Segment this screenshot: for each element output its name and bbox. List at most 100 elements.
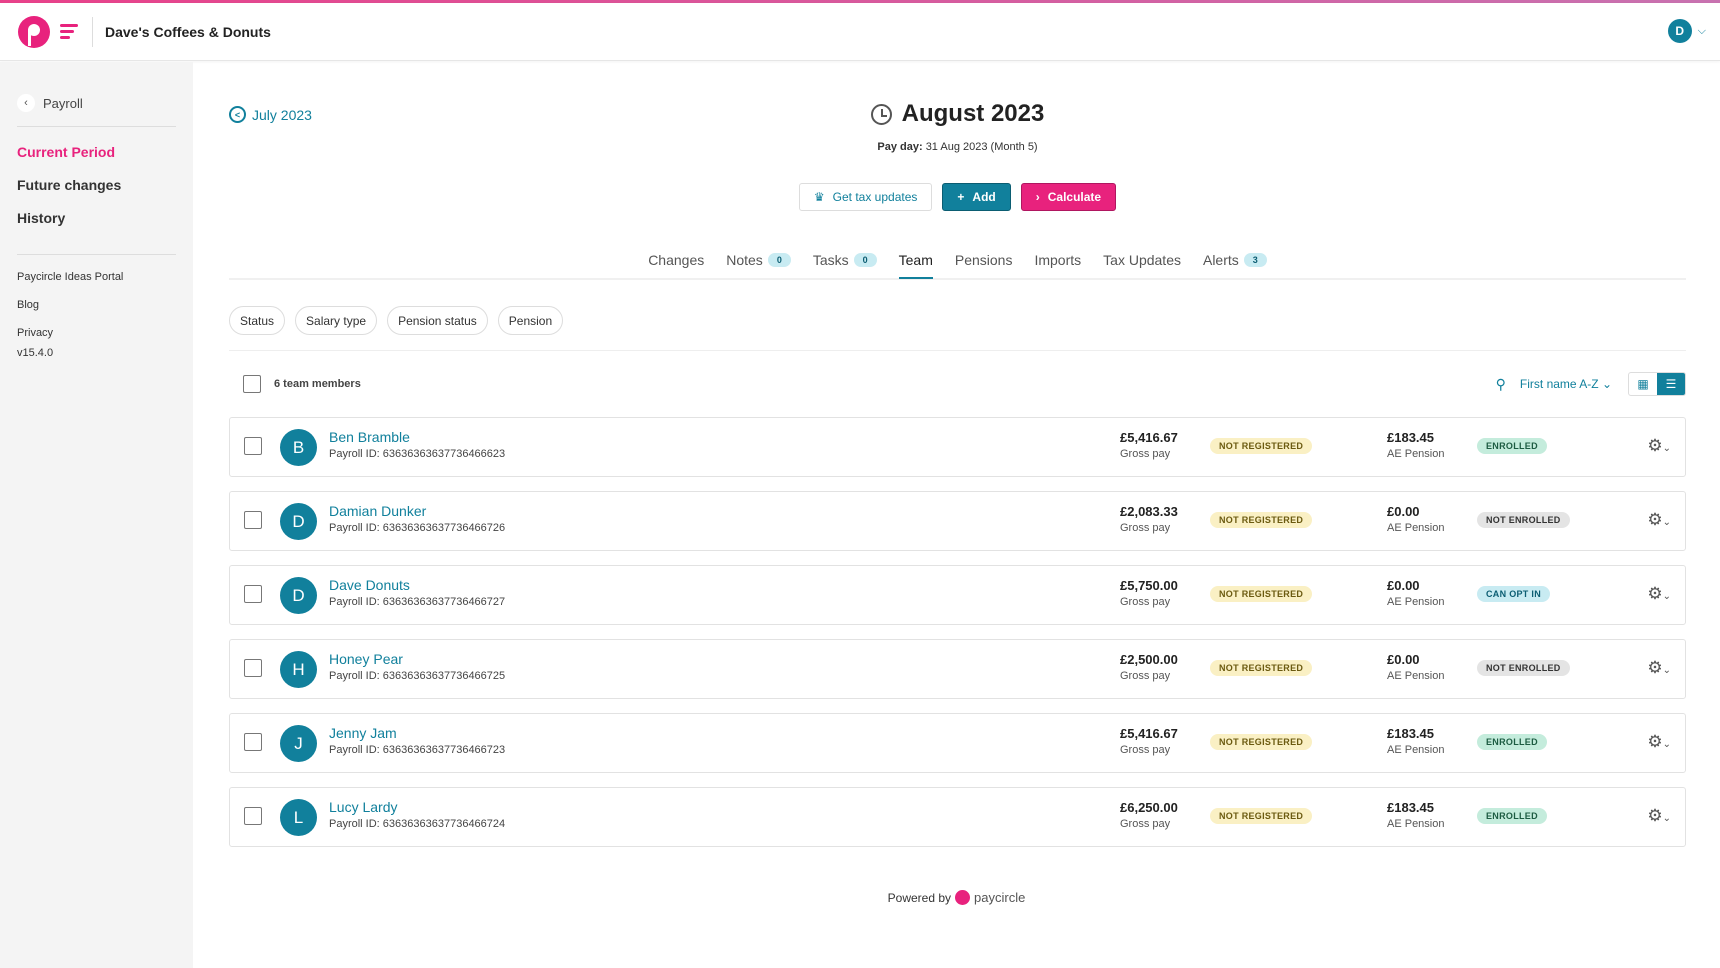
pension-status-badge: CAN OPT IN [1477,586,1551,602]
row-checkbox[interactable] [244,437,262,455]
get-tax-updates-label: Get tax updates [832,190,918,204]
plus-icon: + [957,190,965,204]
menu-icon[interactable] [60,24,78,39]
row-actions-menu[interactable]: ⚙⌄ [1647,436,1671,456]
avatar: D [280,503,317,540]
pay-day-value: 31 Aug 2023 (Month 5) [925,141,1038,153]
tab-tax-updates[interactable]: Tax Updates [1103,242,1181,278]
member-name-link[interactable]: Honey Pear [329,651,403,667]
row-checkbox[interactable] [244,733,262,751]
pension-label: AE Pension [1387,670,1445,682]
row-actions-menu[interactable]: ⚙⌄ [1647,510,1671,530]
member-name-link[interactable]: Dave Donuts [329,577,410,593]
pension-label: AE Pension [1387,596,1445,608]
tab-label: Team [898,252,933,268]
filter-salary-type[interactable]: Salary type [295,306,378,335]
user-menu[interactable]: D ⌵ [1667,19,1706,43]
payroll-id: Payroll ID: 63636363637736466727 [329,596,505,608]
tab-alerts[interactable]: Alerts 3 [1203,242,1267,278]
back-to-payroll[interactable]: ‹ Payroll [17,94,176,127]
filter-status[interactable]: Status [229,306,286,335]
gross-pay-label: Gross pay [1120,818,1171,830]
table-row: J Jenny Jam Payroll ID: 63636363637736466… [229,713,1686,773]
count-badge: 3 [1243,253,1267,267]
select-all-checkbox[interactable] [243,375,261,393]
chevron-down-icon: ⌄ [1662,739,1671,750]
payroll-id: Payroll ID: 63636363637736466623 [329,448,505,460]
gear-icon: ⚙ [1647,584,1663,603]
table-row: L Lucy Lardy Payroll ID: 6363636363773646… [229,787,1686,847]
payroll-id-value: 63636363637736466623 [382,448,506,460]
registration-status-badge: NOT REGISTERED [1210,808,1313,824]
powered-by: Powered by [887,890,952,905]
sort-dropdown[interactable]: First name A-Z ⌄ [1520,377,1612,391]
avatar: D [280,577,317,614]
divider [92,16,93,47]
pension-label: AE Pension [1387,522,1445,534]
divider [229,350,1686,351]
gross-pay-label: Gross pay [1120,744,1171,756]
row-checkbox[interactable] [244,511,262,529]
link-ideas-portal[interactable]: Paycircle Ideas Portal [17,271,124,283]
grid-view-icon[interactable]: ▦ [1637,377,1649,391]
sidebar-item-current-period[interactable]: Current Period [17,144,116,160]
tab-changes[interactable]: Changes [648,242,704,278]
brand-name: paycircle [974,890,1026,905]
member-name-link[interactable]: Lucy Lardy [329,799,398,815]
member-name-link[interactable]: Damian Dunker [329,503,427,519]
pension-status-badge: ENROLLED [1477,734,1547,750]
gross-pay-value: £5,416.67 [1120,726,1178,741]
search-icon[interactable]: ⚲ [1495,375,1506,392]
pension-label: AE Pension [1387,818,1445,830]
pension-value: £183.45 [1387,726,1434,741]
filter-pension-status[interactable]: Pension status [387,306,488,335]
previous-period-link[interactable]: < July 2023 [229,106,312,123]
row-actions-menu[interactable]: ⚙⌄ [1647,658,1671,678]
filter-pension[interactable]: Pension [497,306,564,335]
list-view-icon[interactable]: ☰ [1657,373,1685,395]
tab-label: Tax Updates [1103,252,1181,268]
member-name-link[interactable]: Jenny Jam [329,725,397,741]
pension-value: £0.00 [1387,504,1420,519]
company-name: Dave's Coffees & Donuts [105,23,271,40]
app-header: Dave's Coffees & Donuts D ⌵ [0,3,1720,61]
gross-pay-value: £2,083.33 [1120,504,1178,519]
member-name-link[interactable]: Ben Bramble [329,429,410,445]
user-avatar[interactable]: D [1667,19,1692,43]
page-title: August 2023 [229,100,1686,128]
calculate-button[interactable]: › Calculate [1020,183,1117,211]
chevron-left-icon: ‹ [17,94,35,112]
list-toolbar: 6 team members ⚲ First name A-Z ⌄ ▦ ☰ [229,372,1686,396]
tab-imports[interactable]: Imports [1034,242,1081,278]
pay-day: Pay day: 31 Aug 2023 (Month 5) [229,141,1686,153]
row-actions-menu[interactable]: ⚙⌄ [1647,806,1671,826]
row-checkbox[interactable] [244,807,262,825]
tab-label: Imports [1034,252,1082,268]
tab-team[interactable]: Team [898,243,933,279]
tab-pensions[interactable]: Pensions [955,242,1013,278]
pension-value: £0.00 [1387,652,1420,667]
paycircle-logo[interactable] [18,15,50,48]
sidebar-item-history[interactable]: History [17,210,66,226]
payroll-id-label: Payroll ID: [329,818,383,830]
gear-icon: ⚙ [1647,658,1663,677]
previous-period-label: July 2023 [252,106,312,123]
tab-tasks[interactable]: Tasks 0 [813,242,877,278]
row-actions-menu[interactable]: ⚙⌄ [1647,732,1671,752]
sidebar-item-future-changes[interactable]: Future changes [17,177,122,193]
chevron-down-icon: ⌄ [1662,665,1671,676]
row-checkbox[interactable] [244,585,262,603]
get-tax-updates-button[interactable]: ♛ Get tax updates [798,183,933,211]
payroll-id-value: 63636363637736466723 [382,744,506,756]
gross-pay-value: £5,416.67 [1120,430,1178,445]
tab-notes[interactable]: Notes 0 [726,242,791,278]
add-button[interactable]: + Add [942,183,1011,211]
chevron-down-icon: ⌄ [1662,443,1671,454]
row-checkbox[interactable] [244,659,262,677]
link-blog[interactable]: Blog [17,299,40,311]
divider [17,254,176,255]
row-actions-menu[interactable]: ⚙⌄ [1647,584,1671,604]
version: v15.4.0 [17,347,54,359]
link-privacy[interactable]: Privacy [17,327,54,339]
gross-pay-value: £6,250.00 [1120,800,1178,815]
